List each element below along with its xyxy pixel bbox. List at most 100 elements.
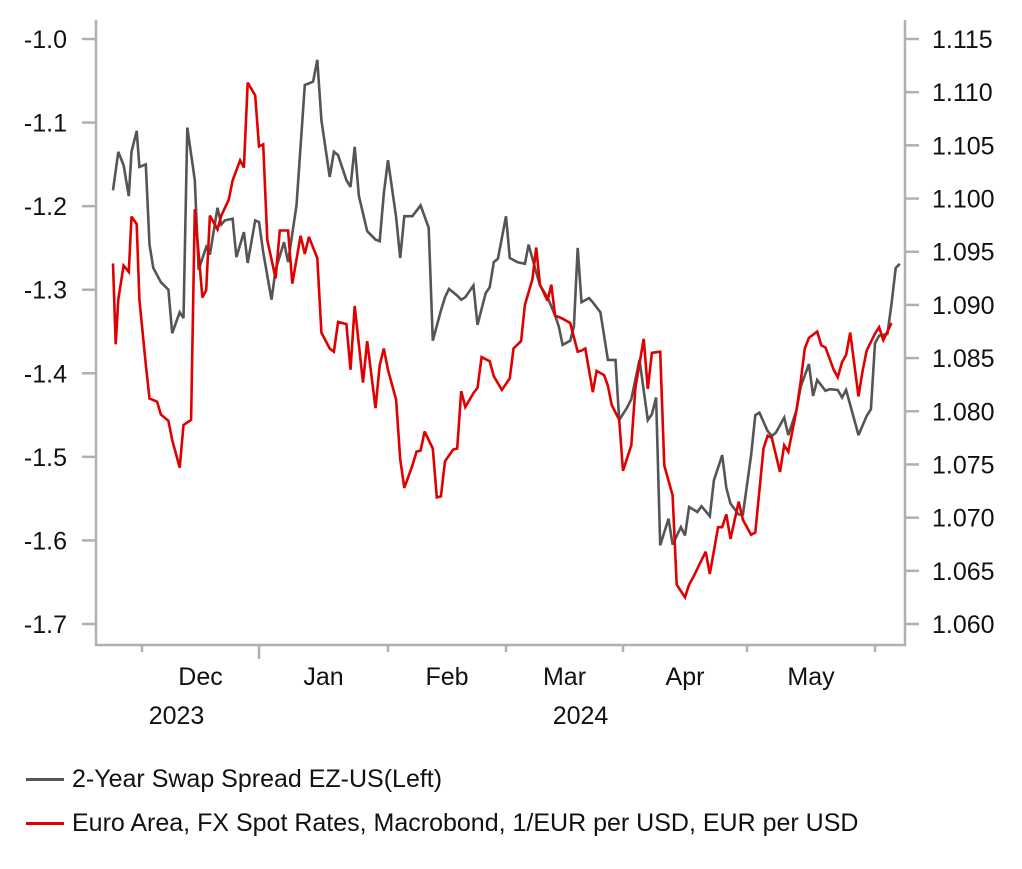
data-point-eurusd [671, 494, 674, 497]
data-point-eurusd [156, 400, 159, 403]
data-point-swap-spread [509, 257, 512, 260]
data-point-swap-spread [845, 389, 848, 392]
data-point-eurusd [618, 419, 621, 422]
data-point-eurusd [865, 349, 868, 352]
data-point-swap-spread [775, 431, 778, 434]
dual-axis-line-chart: -1.0-1.1-1.2-1.3-1.4-1.5-1.6-1.7 1.1151.… [24, 20, 995, 730]
data-point-eurusd [766, 434, 769, 437]
left-axis-tick-label: -1.5 [24, 444, 67, 472]
legend-label: Euro Area, FX Spot Rates, Macrobond, 1/E… [72, 808, 859, 837]
data-point-eurusd [383, 347, 386, 350]
data-point-eurusd [114, 343, 117, 346]
data-point-swap-spread [178, 311, 181, 314]
data-point-eurusd [160, 413, 163, 416]
data-point-swap-spread [535, 271, 538, 274]
data-point-eurusd [216, 228, 219, 231]
data-point-swap-spread [262, 251, 265, 254]
data-point-swap-spread [700, 505, 703, 508]
data-point-swap-spread [573, 325, 576, 328]
data-point-eurusd [622, 470, 625, 473]
data-point-eurusd [550, 283, 553, 286]
data-point-swap-spread [841, 396, 844, 399]
data-point-eurusd [737, 500, 740, 503]
data-point-eurusd [464, 406, 467, 409]
data-point-eurusd [472, 392, 475, 395]
data-point-swap-spread [358, 195, 361, 198]
data-point-swap-spread [374, 238, 377, 241]
data-point-eurusd [512, 347, 515, 350]
data-point-eurusd [145, 363, 148, 366]
data-point-eurusd [824, 346, 827, 349]
data-point-eurusd [182, 424, 185, 427]
data-point-eurusd [729, 538, 732, 541]
data-point-swap-spread [243, 231, 246, 234]
data-point-eurusd [374, 407, 377, 410]
data-point-eurusd [595, 370, 598, 373]
data-point-swap-spread [337, 154, 340, 157]
left-axis-tick-label: -1.0 [24, 26, 67, 54]
x-axis-year-label: 2024 [553, 702, 609, 730]
data-point-eurusd [531, 278, 534, 281]
data-point-swap-spread [476, 324, 479, 327]
data-point-eurusd [254, 94, 257, 97]
data-point-swap-spread [721, 454, 724, 457]
data-point-eurusd [584, 347, 587, 350]
data-point-swap-spread [787, 434, 790, 437]
data-point-swap-spread [837, 389, 840, 392]
data-point-swap-spread [403, 215, 406, 218]
x-axis-month-label: Feb [425, 663, 468, 691]
data-point-swap-spread [258, 221, 261, 224]
data-point-eurusd [135, 223, 138, 226]
data-point-eurusd [411, 464, 414, 467]
data-point-swap-spread [558, 325, 561, 328]
data-point-swap-spread [580, 301, 583, 304]
data-point-eurusd [663, 464, 666, 467]
data-point-swap-spread [312, 80, 315, 83]
data-point-swap-spread [440, 309, 443, 312]
data-point-eurusd [675, 583, 678, 586]
data-point-eurusd [799, 380, 802, 383]
data-point-eurusd [546, 299, 549, 302]
data-point-swap-spread [287, 261, 290, 264]
data-point-swap-spread [878, 334, 881, 337]
data-point-eurusd [112, 262, 115, 265]
x-axis-month-label: Apr [666, 663, 705, 691]
data-point-swap-spread [599, 311, 602, 314]
data-point-eurusd [804, 347, 807, 350]
data-point-swap-spread [135, 130, 138, 133]
data-point-swap-spread [684, 534, 687, 537]
right-axis-tick-label: 1.105 [932, 132, 995, 160]
data-point-swap-spread [353, 146, 356, 149]
data-point-eurusd [291, 282, 294, 285]
data-point-swap-spread [304, 84, 307, 87]
data-point-swap-spread [857, 434, 860, 437]
data-point-eurusd [178, 466, 181, 469]
legend-label: 2-Year Swap Spread EZ-US(Left) [72, 764, 443, 793]
data-point-swap-spread [725, 487, 728, 490]
data-point-eurusd [299, 235, 302, 238]
right-axis-tick-label: 1.090 [932, 292, 995, 320]
data-point-swap-spread [411, 215, 414, 218]
legend-item-eurusd[interactable]: Euro Area, FX Spot Rates, Macrobond, 1/E… [26, 801, 858, 845]
data-point-eurusd [688, 583, 691, 586]
data-point-swap-spread [890, 303, 893, 306]
data-point-eurusd [476, 387, 479, 390]
data-point-eurusd [436, 496, 439, 499]
data-point-swap-spread [626, 406, 629, 409]
legend-item-swap-spread[interactable]: 2-Year Swap Spread EZ-US(Left) [26, 757, 858, 801]
data-point-swap-spread [295, 204, 298, 207]
x-axis-month-label: Mar [543, 663, 586, 691]
data-point-swap-spread [516, 261, 519, 264]
data-point-swap-spread [270, 298, 273, 301]
data-point-swap-spread [671, 543, 674, 546]
data-point-swap-spread [117, 151, 120, 154]
data-point-swap-spread [750, 454, 753, 457]
data-point-swap-spread [171, 332, 174, 335]
data-point-eurusd [592, 391, 595, 394]
data-point-eurusd [171, 439, 174, 442]
data-point-swap-spread [493, 261, 496, 264]
legend: 2-Year Swap Spread EZ-US(Left) Euro Area… [26, 757, 858, 845]
data-point-swap-spread [472, 284, 475, 287]
data-point-eurusd [246, 81, 249, 84]
data-point-swap-spread [766, 430, 769, 433]
